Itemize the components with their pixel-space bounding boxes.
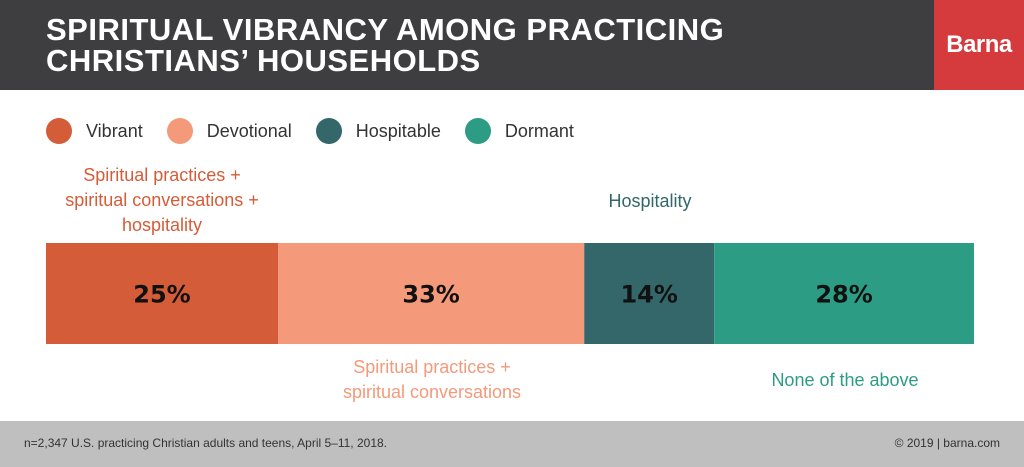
annotation-vibrant-line-3: hospitality <box>121 215 203 235</box>
data-label-devotional: 33% <box>402 281 459 309</box>
data-label-dormant: 28% <box>815 281 872 309</box>
bar-segment-vibrant <box>46 243 278 344</box>
chart-title-line-2: CHRISTIANS’ HOUSEHOLDS <box>46 43 481 78</box>
annotation-vibrant: Spiritual practices + spiritual conversa… <box>42 163 282 238</box>
legend-item-dormant: Dormant <box>464 118 574 144</box>
annotation-hospitable-line-1: Hospitality <box>608 191 692 211</box>
stacked-bar-chart: 25% 33% 14% 28% <box>46 243 974 344</box>
data-label-vibrant: 25% <box>133 281 190 309</box>
legend: Vibrant Devotional Hospitable Dormant <box>46 116 598 146</box>
bar-segment-dormant <box>714 243 974 344</box>
barna-logo-text: Barna <box>946 31 1012 58</box>
legend-label-devotional: Devotional <box>206 120 292 141</box>
legend-item-vibrant: Vibrant <box>46 118 143 144</box>
stacked-bar-svg: 25% 33% 14% 28% <box>46 243 974 344</box>
header-bar: SPIRITUAL VIBRANCY AMONG PRACTICING CHRI… <box>0 0 1024 90</box>
annotation-dormant: None of the above <box>735 368 955 393</box>
legend-dot-vibrant <box>46 118 72 144</box>
bar-segment-devotional <box>278 243 585 344</box>
annotation-devotional: Spiritual practices + spiritual conversa… <box>312 355 552 405</box>
annotation-hospitable: Hospitality <box>560 189 740 214</box>
footer-bar: n=2,347 U.S. practicing Christian adults… <box>0 421 1024 467</box>
barna-logo: Barna <box>934 0 1024 90</box>
bar-segment-hospitable <box>584 243 715 344</box>
legend-label-vibrant: Vibrant <box>86 120 143 141</box>
chart-title-line-1: SPIRITUAL VIBRANCY AMONG PRACTICING <box>46 12 725 47</box>
legend-item-hospitable: Hospitable <box>315 118 441 144</box>
annotation-devotional-line-1: Spiritual practices + <box>353 357 511 377</box>
footer-copyright: © 2019 | barna.com <box>894 436 1000 450</box>
annotation-devotional-line-2: spiritual conversations <box>342 382 522 402</box>
legend-label-hospitable: Hospitable <box>355 120 441 141</box>
legend-label-dormant: Dormant <box>504 120 574 141</box>
annotation-vibrant-line-2: spiritual conversations + <box>65 190 259 210</box>
legend-item-devotional: Devotional <box>166 118 292 144</box>
legend-dot-hospitable <box>315 118 342 144</box>
chart-title: SPIRITUAL VIBRANCY AMONG PRACTICING CHRI… <box>46 14 906 76</box>
annotation-dormant-line-1: None of the above <box>771 370 919 390</box>
legend-dot-devotional <box>166 118 193 144</box>
data-label-hospitable: 14% <box>620 281 677 309</box>
footer-source-note: n=2,347 U.S. practicing Christian adults… <box>24 436 388 450</box>
annotation-vibrant-line-1: Spiritual practices + <box>83 165 241 185</box>
legend-dot-dormant <box>464 118 491 144</box>
